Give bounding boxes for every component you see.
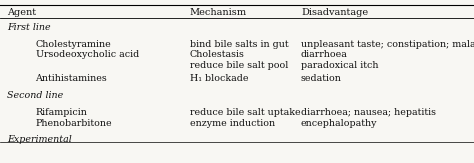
Text: Ursodeoxycholic acid: Ursodeoxycholic acid [36, 50, 139, 59]
Text: Mechanism: Mechanism [190, 8, 247, 17]
Text: reduce bile salt pool: reduce bile salt pool [190, 61, 288, 70]
Text: bind bile salts in gut: bind bile salts in gut [190, 40, 288, 49]
Text: encephalopathy: encephalopathy [301, 119, 377, 128]
Text: Cholestyramine: Cholestyramine [36, 40, 111, 49]
Text: paradoxical itch: paradoxical itch [301, 61, 379, 70]
Text: Agent: Agent [7, 8, 36, 17]
Text: unpleasant taste; constipation; malabsorption: unpleasant taste; constipation; malabsor… [301, 40, 474, 49]
Text: First line: First line [7, 23, 51, 32]
Text: diarrhoea: diarrhoea [301, 50, 348, 59]
Text: sedation: sedation [301, 74, 342, 83]
Text: Experimental: Experimental [7, 135, 72, 144]
Text: Rifampicin: Rifampicin [36, 108, 87, 117]
Text: Phenobarbitone: Phenobarbitone [36, 119, 112, 128]
Text: Second line: Second line [7, 91, 64, 100]
Text: reduce bile salt uptake: reduce bile salt uptake [190, 108, 300, 117]
Text: Cholestasis: Cholestasis [190, 50, 245, 59]
Text: diarrhoea; nausea; hepatitis: diarrhoea; nausea; hepatitis [301, 108, 436, 117]
Text: enzyme induction: enzyme induction [190, 119, 275, 128]
Text: Disadvantage: Disadvantage [301, 8, 368, 17]
Text: H₁ blockade: H₁ blockade [190, 74, 248, 83]
Text: Antihistamines: Antihistamines [36, 74, 107, 83]
